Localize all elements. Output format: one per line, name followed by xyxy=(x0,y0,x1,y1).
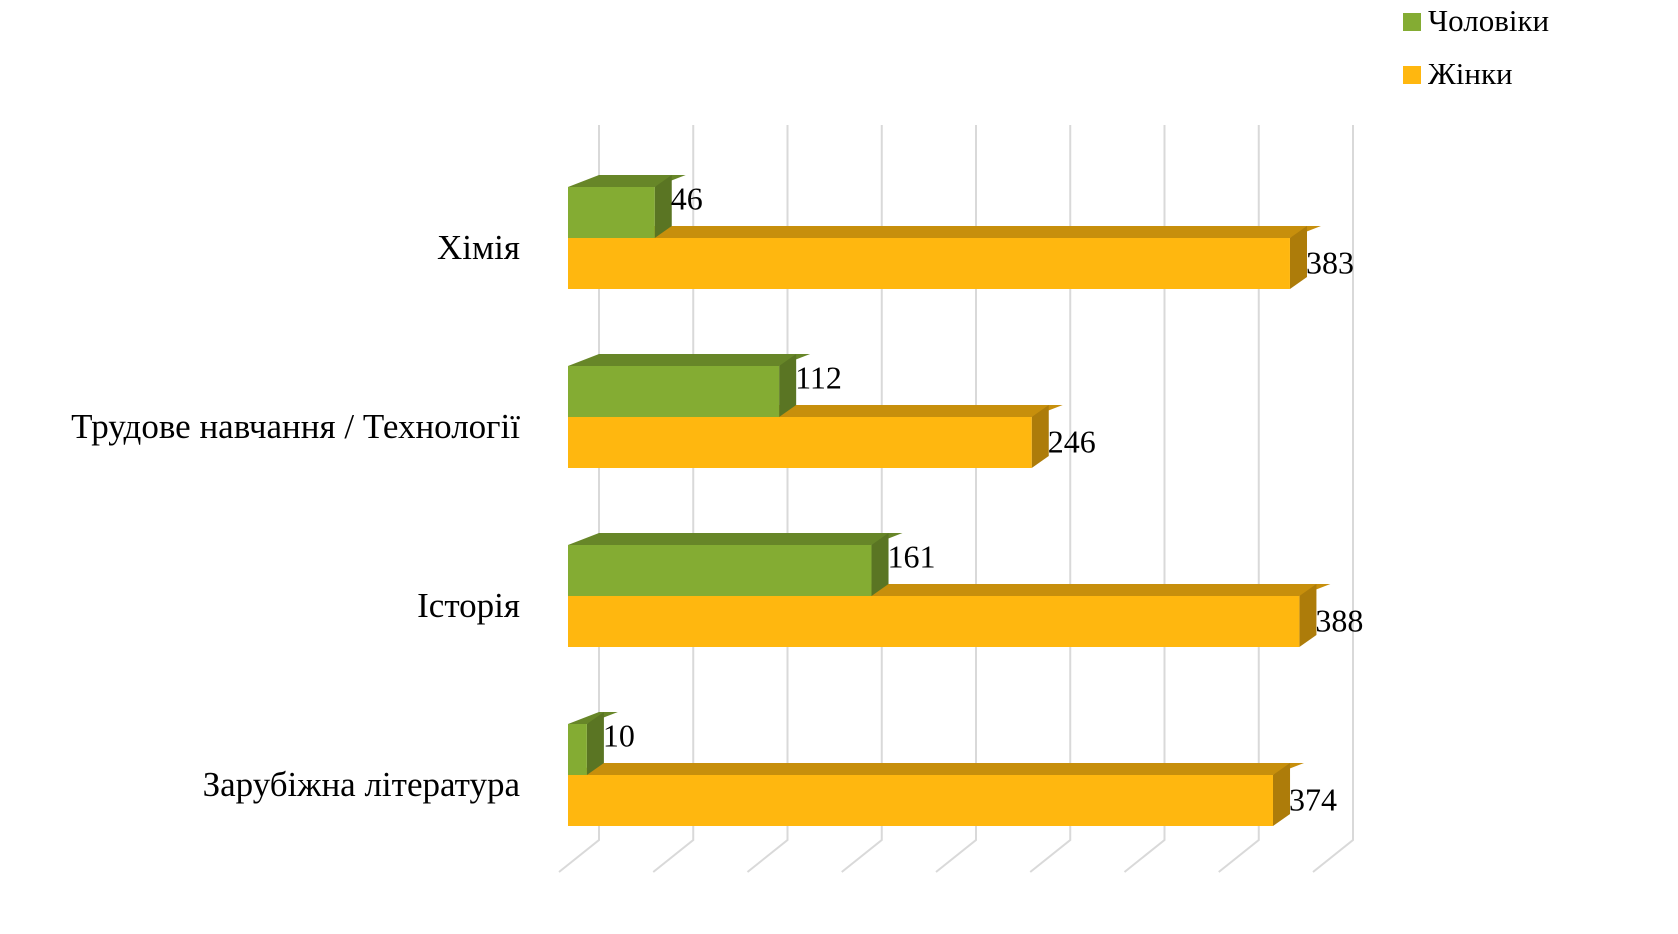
legend-swatch xyxy=(1403,66,1421,84)
bar-side xyxy=(779,354,797,417)
data-label: 374 xyxy=(1289,781,1337,817)
data-label: 161 xyxy=(887,538,935,574)
bar-top xyxy=(568,354,811,366)
bar xyxy=(568,775,1273,826)
bar-side xyxy=(1299,584,1317,647)
grid-line xyxy=(935,125,977,873)
bar-side xyxy=(1031,405,1049,468)
bar-side xyxy=(1289,226,1308,289)
y-tick-label: Зарубіжна література xyxy=(203,765,521,804)
data-label: 383 xyxy=(1306,244,1354,280)
bar-top xyxy=(568,226,1321,238)
y-tick-label: Трудове навчання / Технології xyxy=(71,407,520,446)
y-tick-label: Хімія xyxy=(437,228,520,267)
bar-top xyxy=(568,533,903,545)
legend-label: Жінки xyxy=(1428,56,1513,91)
bar xyxy=(568,545,872,596)
grid-line xyxy=(841,125,883,873)
data-label: 112 xyxy=(795,359,842,395)
data-label: 10 xyxy=(603,717,635,753)
bar-top xyxy=(568,175,686,187)
bar xyxy=(568,724,587,775)
data-label: 46 xyxy=(671,180,703,216)
bar-top xyxy=(568,712,618,724)
bar-side xyxy=(586,712,604,775)
bar-top xyxy=(568,763,1304,775)
bar xyxy=(568,187,655,238)
bar xyxy=(568,417,1032,468)
data-label: 388 xyxy=(1315,602,1363,638)
bar xyxy=(568,366,780,417)
bar-side xyxy=(654,175,672,238)
y-tick-label: Історія xyxy=(417,586,520,625)
grid-line xyxy=(1218,125,1260,873)
grid-line xyxy=(1312,125,1354,873)
grid-line xyxy=(1029,125,1072,873)
bar-side xyxy=(1272,763,1291,826)
data-label: 246 xyxy=(1048,423,1096,459)
legend-swatch xyxy=(1403,13,1421,31)
bar xyxy=(568,238,1290,289)
bar xyxy=(568,596,1300,647)
bar-side xyxy=(871,533,889,596)
legend-label: Чоловіки xyxy=(1428,3,1549,38)
grid-line xyxy=(1123,125,1166,873)
